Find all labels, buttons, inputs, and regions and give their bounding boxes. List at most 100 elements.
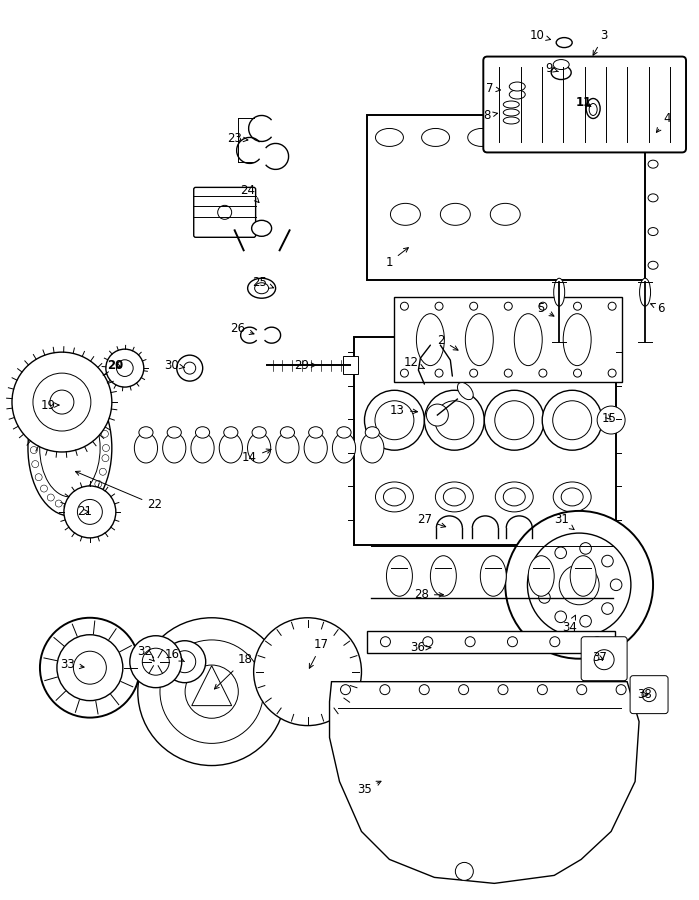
Text: 10: 10 (530, 29, 551, 42)
Circle shape (79, 390, 86, 397)
Text: 33: 33 (61, 658, 84, 671)
Circle shape (106, 349, 144, 387)
Circle shape (40, 617, 140, 717)
Ellipse shape (552, 66, 571, 79)
Ellipse shape (391, 203, 420, 225)
Ellipse shape (387, 555, 412, 596)
Ellipse shape (466, 314, 493, 365)
Circle shape (380, 636, 391, 647)
Circle shape (594, 650, 614, 670)
Circle shape (465, 636, 475, 647)
Circle shape (577, 685, 586, 695)
Circle shape (164, 641, 206, 683)
Circle shape (597, 406, 625, 434)
Ellipse shape (435, 482, 473, 512)
Text: 30: 30 (164, 358, 185, 372)
Circle shape (538, 685, 547, 695)
Circle shape (99, 417, 106, 424)
Ellipse shape (480, 555, 506, 596)
Circle shape (435, 302, 443, 310)
Circle shape (424, 391, 484, 450)
Circle shape (89, 491, 96, 498)
Ellipse shape (440, 203, 470, 225)
Text: 24: 24 (240, 184, 259, 202)
Ellipse shape (134, 433, 157, 463)
Bar (394, 297, 622, 382)
Circle shape (602, 603, 613, 615)
Text: 27: 27 (417, 513, 446, 527)
Text: 16: 16 (164, 648, 185, 662)
Ellipse shape (247, 433, 271, 463)
Circle shape (401, 302, 408, 310)
Circle shape (426, 404, 448, 426)
Ellipse shape (528, 555, 554, 596)
Text: 15: 15 (602, 411, 617, 425)
Circle shape (435, 369, 443, 377)
Text: 22: 22 (75, 472, 162, 511)
Circle shape (528, 533, 631, 636)
Circle shape (70, 386, 77, 393)
Text: 18: 18 (215, 653, 252, 689)
Circle shape (573, 302, 582, 310)
Ellipse shape (589, 104, 597, 115)
Circle shape (539, 566, 550, 578)
Circle shape (81, 498, 88, 505)
Ellipse shape (431, 555, 456, 596)
Ellipse shape (254, 283, 268, 293)
Text: 17: 17 (310, 638, 329, 669)
Circle shape (539, 591, 550, 603)
Circle shape (435, 400, 474, 440)
Bar (354, 338, 616, 544)
Circle shape (498, 685, 508, 695)
Ellipse shape (503, 101, 519, 108)
Circle shape (48, 494, 55, 501)
Ellipse shape (224, 427, 238, 438)
Ellipse shape (468, 129, 496, 147)
Circle shape (34, 418, 41, 426)
Ellipse shape (196, 427, 210, 438)
Ellipse shape (606, 129, 634, 147)
Circle shape (160, 640, 264, 743)
Text: 38: 38 (637, 688, 651, 701)
Ellipse shape (337, 427, 351, 438)
Circle shape (45, 397, 52, 404)
Ellipse shape (648, 228, 658, 236)
Ellipse shape (375, 482, 413, 512)
Ellipse shape (191, 433, 214, 463)
Text: 3: 3 (593, 29, 608, 55)
Ellipse shape (503, 488, 525, 506)
Circle shape (217, 205, 231, 220)
Circle shape (73, 502, 80, 509)
Ellipse shape (361, 433, 384, 463)
Circle shape (101, 430, 108, 437)
Circle shape (41, 485, 48, 492)
Text: 35: 35 (357, 781, 381, 796)
Circle shape (579, 616, 591, 627)
Circle shape (375, 400, 414, 440)
Ellipse shape (648, 261, 658, 269)
Ellipse shape (586, 98, 600, 119)
Circle shape (64, 486, 116, 538)
Circle shape (592, 636, 602, 647)
Circle shape (31, 432, 38, 439)
Circle shape (380, 685, 390, 695)
Circle shape (103, 445, 110, 452)
Circle shape (555, 547, 566, 559)
Circle shape (93, 405, 100, 412)
Polygon shape (329, 681, 639, 884)
Ellipse shape (553, 482, 591, 512)
Circle shape (340, 685, 350, 695)
Circle shape (185, 665, 238, 718)
Ellipse shape (252, 220, 272, 237)
Circle shape (507, 636, 517, 647)
Ellipse shape (490, 203, 520, 225)
Text: 8: 8 (484, 109, 498, 122)
Circle shape (174, 651, 196, 672)
Text: 25: 25 (252, 275, 273, 289)
Circle shape (184, 362, 196, 374)
Circle shape (78, 500, 102, 525)
Ellipse shape (503, 109, 519, 116)
Circle shape (143, 648, 169, 675)
Circle shape (504, 302, 512, 310)
Circle shape (138, 617, 286, 766)
